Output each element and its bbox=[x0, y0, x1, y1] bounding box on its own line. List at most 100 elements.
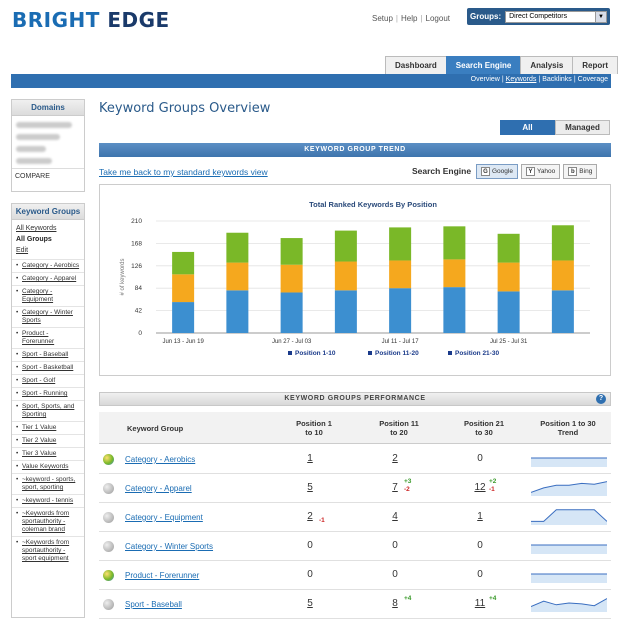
sidebar-keyword-group[interactable]: Product - Forerunner bbox=[12, 327, 84, 348]
col-pos-11-20[interactable]: Position 11 to 20 bbox=[379, 419, 419, 437]
tab-analysis[interactable]: Analysis bbox=[520, 56, 574, 74]
yahoo-button[interactable]: Y Yahoo bbox=[520, 164, 561, 179]
position-count[interactable]: 2 bbox=[307, 511, 313, 522]
position-count[interactable]: 1 bbox=[477, 511, 483, 522]
keyword-group-link[interactable]: Category - Winter Sports bbox=[125, 542, 214, 551]
sidebar-keyword-group[interactable]: Tier 2 Value bbox=[12, 434, 84, 447]
yahoo-icon: Y bbox=[525, 167, 535, 176]
subnav-coverage[interactable]: Coverage bbox=[577, 76, 608, 83]
sparkline-area bbox=[531, 574, 607, 583]
keyword-group-link[interactable]: Product - Forerunner bbox=[125, 571, 200, 580]
group-status-icon bbox=[103, 570, 114, 581]
position-count: 0 bbox=[477, 453, 483, 464]
keyword-groups-title: Keyword Groups bbox=[12, 204, 84, 220]
table-row: Category - Aerobics 1 2 0 bbox=[99, 445, 611, 474]
trend-sparkline bbox=[531, 544, 607, 554]
subnav-overview[interactable]: Overview bbox=[470, 76, 500, 83]
back-to-keywords-link[interactable]: Take me back to my standard keywords vie… bbox=[99, 167, 268, 177]
domain-redacted[interactable] bbox=[16, 158, 52, 164]
x-tick-label: Jul 11 - Jul 17 bbox=[382, 339, 420, 345]
position-change: -1 bbox=[319, 517, 325, 524]
sidebar-keyword-group[interactable]: ~keyword - sports, sport, sporting bbox=[12, 473, 84, 494]
position-count: 0 bbox=[307, 540, 313, 551]
page-title: Keyword Groups Overview bbox=[99, 101, 271, 116]
sidebar-keyword-group[interactable]: Category - Equipment bbox=[12, 285, 84, 306]
sidebar-keyword-group[interactable]: Tier 3 Value bbox=[12, 447, 84, 460]
all-keywords-link[interactable]: All Keywords bbox=[16, 225, 57, 232]
domain-redacted[interactable] bbox=[16, 134, 60, 140]
sidebar-keyword-group[interactable]: ~keyword - tennis bbox=[12, 494, 84, 507]
sidebar-keyword-group[interactable]: Category - Apparel bbox=[12, 272, 84, 285]
sidebar-keyword-group[interactable]: ~Keywords from sportauthority - coleman … bbox=[12, 507, 84, 536]
position-count[interactable]: 1 bbox=[307, 453, 313, 464]
subnav-keywords[interactable]: Keywords bbox=[505, 76, 537, 83]
position-count[interactable]: 11 bbox=[474, 598, 486, 609]
table-row: Category - Apparel 5 7 +3 -2 12 +2 -1 bbox=[99, 474, 611, 503]
groups-selector: Groups: Direct Competitors ▼ bbox=[467, 8, 610, 25]
col-pos-21-30[interactable]: Position 21 to 30 bbox=[464, 419, 505, 437]
top-links: Setup | Help | Logout bbox=[372, 14, 450, 23]
legend-entry: Position 11-20 bbox=[375, 350, 419, 357]
keyword-group-link[interactable]: Category - Equipment bbox=[125, 513, 203, 522]
domain-redacted[interactable] bbox=[16, 146, 46, 152]
bar-segment bbox=[497, 262, 520, 292]
position-change: -1 bbox=[489, 486, 495, 493]
help-icon[interactable]: ? bbox=[596, 394, 606, 404]
position-count[interactable]: 5 bbox=[307, 482, 313, 493]
bar-segment bbox=[334, 290, 357, 333]
y-tick-label: 84 bbox=[135, 285, 143, 292]
brightedge-logo[interactable]: BRIGHT EDGE bbox=[12, 8, 170, 32]
position-count[interactable]: 8 bbox=[392, 598, 398, 609]
position-count: 0 bbox=[477, 540, 483, 551]
position-count[interactable]: 2 bbox=[392, 453, 398, 464]
keyword-group-link[interactable]: Category - Aerobics bbox=[125, 455, 196, 464]
keyword-group-link[interactable]: Sport - Baseball bbox=[125, 600, 182, 609]
bar-segment bbox=[172, 251, 195, 275]
edit-link[interactable]: Edit bbox=[16, 247, 29, 254]
x-tick-label: Jun 13 - Jun 19 bbox=[162, 339, 204, 345]
col-pos-1-10[interactable]: Position 1 to 10 bbox=[296, 419, 332, 437]
groups-dropdown[interactable]: Direct Competitors ▼ bbox=[505, 10, 607, 23]
sidebar-keyword-group[interactable]: Tier 1 Value bbox=[12, 421, 84, 434]
sidebar-keyword-group[interactable]: Sport - Running bbox=[12, 387, 84, 400]
position-count[interactable]: 12 bbox=[474, 482, 486, 493]
setup-link[interactable]: Setup bbox=[372, 14, 393, 23]
all-groups-link[interactable]: All Groups bbox=[16, 236, 52, 243]
domain-redacted[interactable] bbox=[16, 122, 72, 128]
sparkline-area bbox=[531, 481, 607, 496]
tab-all[interactable]: All bbox=[500, 120, 555, 135]
logo-part2: EDGE bbox=[107, 8, 170, 32]
help-link[interactable]: Help bbox=[400, 14, 418, 23]
position-count: 0 bbox=[392, 540, 398, 551]
bing-button[interactable]: b Bing bbox=[563, 164, 598, 179]
sidebar-keyword-group[interactable]: Sport - Basketball bbox=[12, 361, 84, 374]
tab-managed[interactable]: Managed bbox=[555, 120, 610, 135]
google-button[interactable]: G Google bbox=[476, 164, 518, 179]
subnav-backlinks[interactable]: Backlinks bbox=[542, 76, 572, 83]
col-keyword-group[interactable]: Keyword Group bbox=[127, 424, 184, 433]
compare-link[interactable]: COMPARE bbox=[12, 168, 84, 183]
tab-dashboard[interactable]: Dashboard bbox=[385, 56, 447, 74]
position-count[interactable]: 5 bbox=[307, 598, 313, 609]
sidebar-keyword-group[interactable]: ~Keywords from sportauthority - sport eq… bbox=[12, 536, 84, 565]
sidebar-keyword-group[interactable]: Value Keywords bbox=[12, 460, 84, 473]
search-engine-buttons: G Google Y Yahoo b Bing bbox=[476, 164, 598, 179]
keyword-group-link[interactable]: Category - Apparel bbox=[125, 484, 192, 493]
sidebar-keyword-group[interactable]: Sport, Sports, and Sporting bbox=[12, 400, 84, 421]
position-count[interactable]: 7 bbox=[392, 482, 398, 493]
logout-link[interactable]: Logout bbox=[425, 14, 450, 23]
sidebar-keyword-group[interactable]: Category - Winter Sports bbox=[12, 306, 84, 327]
tab-search-engine[interactable]: Search Engine bbox=[445, 56, 522, 74]
tab-report[interactable]: Report bbox=[572, 56, 619, 74]
bar-segment bbox=[226, 262, 249, 291]
sidebar-keyword-group[interactable]: Category - Aerobics bbox=[12, 259, 84, 272]
stacked-bar-chart: Total Ranked Keywords By Position # of ke… bbox=[120, 200, 590, 357]
sidebar-keyword-group[interactable]: Sport - Golf bbox=[12, 374, 84, 387]
position-count[interactable]: 4 bbox=[392, 511, 398, 522]
x-tick-label: Jun 27 - Jul 03 bbox=[272, 339, 312, 345]
trend-section-header: KEYWORD GROUP TREND bbox=[99, 143, 611, 157]
sparkline-line bbox=[531, 598, 607, 608]
sidebar-keyword-group[interactable]: Sport - Baseball bbox=[12, 348, 84, 361]
chart-container: Total Ranked Keywords By Position # of ke… bbox=[99, 184, 611, 376]
position-change: +4 bbox=[489, 595, 497, 602]
